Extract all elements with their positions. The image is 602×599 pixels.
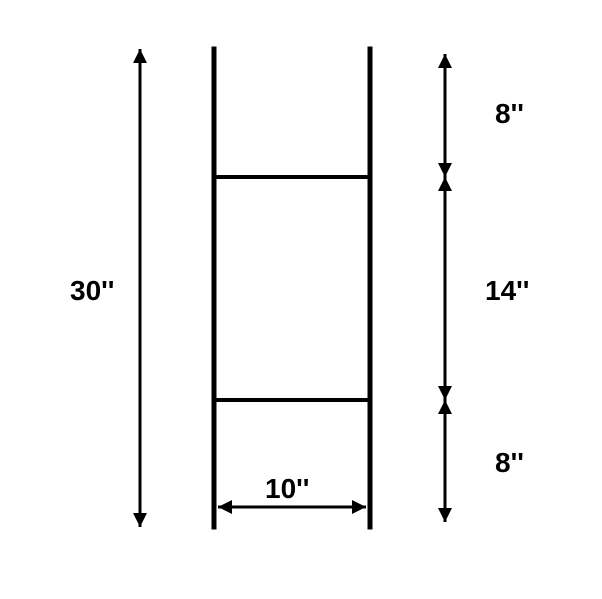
dim-segment-mid-label: 14'': [485, 275, 529, 306]
dimensions-group: 30'' 8'' 14'' 8'' 10'': [70, 49, 529, 527]
h-frame: [214, 49, 370, 527]
dimension-diagram: 30'' 8'' 14'' 8'' 10'': [0, 0, 602, 599]
dim-segment-bot-label: 8'': [495, 447, 524, 478]
dim-width-label: 10'': [265, 473, 309, 504]
dim-overall-height-label: 30'': [70, 275, 114, 306]
dim-segment-top-label: 8'': [495, 98, 524, 129]
